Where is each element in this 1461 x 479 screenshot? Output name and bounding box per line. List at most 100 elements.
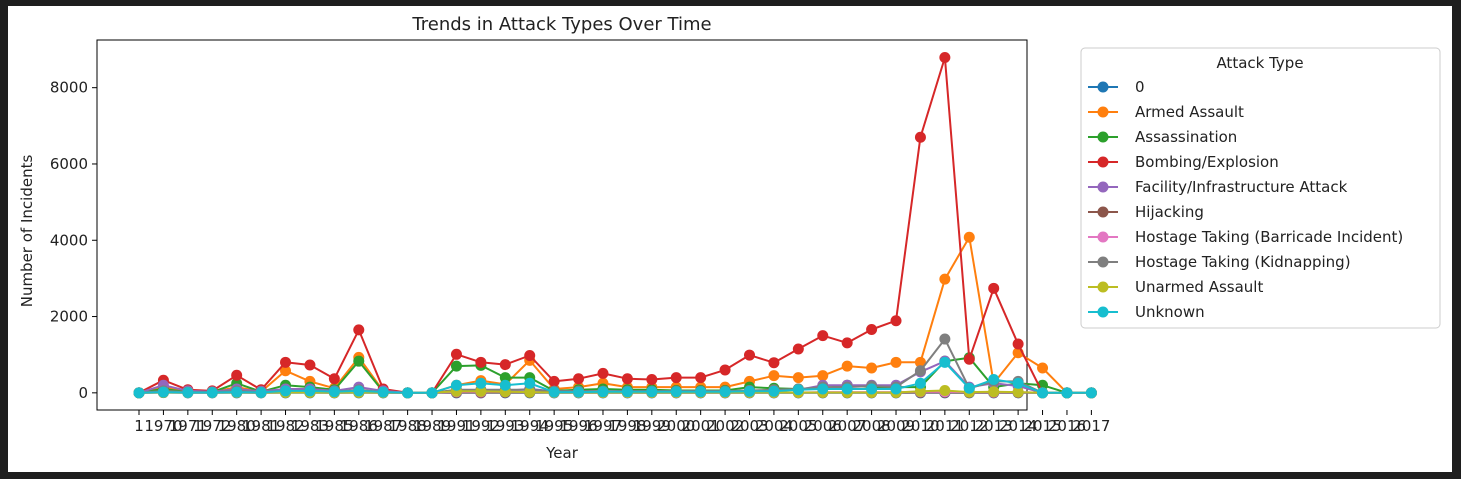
legend-label: Facility/Infrastructure Attack xyxy=(1135,178,1348,196)
legend-marker xyxy=(1097,256,1109,268)
data-point xyxy=(597,386,609,398)
data-point xyxy=(280,385,292,397)
x-tick-label: 1982 xyxy=(266,417,304,435)
x-tick-label: 2012 xyxy=(950,417,988,435)
x-tick-label: 1 xyxy=(134,417,144,435)
data-point xyxy=(914,365,926,377)
legend-item: Bombing/Explosion xyxy=(1088,153,1279,171)
legend-item: Unknown xyxy=(1088,303,1205,321)
data-point xyxy=(1012,377,1024,389)
data-point xyxy=(988,373,1000,385)
data-point xyxy=(1085,387,1097,399)
legend-marker xyxy=(1097,81,1109,93)
x-tick-label: 1994 xyxy=(511,417,549,435)
data-point xyxy=(328,373,340,385)
y-tick-label: 0 xyxy=(78,384,88,402)
data-point xyxy=(939,333,951,345)
x-tick-label: 1972 xyxy=(193,417,231,435)
y-tick-label: 2000 xyxy=(50,308,88,326)
x-tick-label: 1998 xyxy=(608,417,646,435)
x-tick-label: 1993 xyxy=(486,417,524,435)
x-tick-label: 2006 xyxy=(804,417,842,435)
series-unknown xyxy=(133,356,1097,399)
data-point xyxy=(939,52,951,64)
x-tick-label: 2004 xyxy=(755,417,793,435)
data-point xyxy=(548,375,560,387)
x-tick-label: 1995 xyxy=(535,417,573,435)
legend-label: Assassination xyxy=(1135,128,1237,146)
data-point xyxy=(280,365,292,377)
legend-label: 0 xyxy=(1135,78,1145,96)
y-axis-label: Number of Incidents xyxy=(18,155,36,308)
x-tick-label: 1987 xyxy=(364,417,402,435)
x-tick-label: 2017 xyxy=(1072,417,1110,435)
data-point xyxy=(939,385,951,397)
legend-item: Hostage Taking (Kidnapping) xyxy=(1088,253,1351,271)
y-axis: 0 2000 4000 6000 8000 xyxy=(50,79,97,402)
data-point xyxy=(719,364,731,376)
data-point xyxy=(866,362,878,374)
legend-marker xyxy=(1097,281,1109,293)
legend-label: Bombing/Explosion xyxy=(1135,153,1279,171)
data-point xyxy=(890,356,902,368)
data-point xyxy=(890,315,902,327)
data-point xyxy=(792,343,804,355)
data-point xyxy=(377,386,389,398)
legend-title: Attack Type xyxy=(1216,54,1303,72)
x-tick-label: 2002 xyxy=(706,417,744,435)
series-layer xyxy=(133,52,1097,399)
legend-box xyxy=(1080,47,1441,329)
data-point xyxy=(817,383,829,395)
legend-label: Unknown xyxy=(1135,303,1205,321)
data-point xyxy=(1012,386,1024,398)
x-tick-label: 1980 xyxy=(218,417,256,435)
data-point xyxy=(890,383,902,395)
legend-marker xyxy=(1097,131,1109,143)
x-tick-label: 2008 xyxy=(853,417,891,435)
data-point xyxy=(963,231,975,243)
legend-marker xyxy=(1097,181,1109,193)
data-point xyxy=(914,385,926,397)
data-point xyxy=(866,383,878,395)
data-point xyxy=(1012,338,1024,350)
y-tick-label: 6000 xyxy=(50,155,88,173)
x-tick-label: 2010 xyxy=(901,417,939,435)
data-point xyxy=(988,282,1000,294)
legend-item: Assassination xyxy=(1088,128,1237,146)
data-point xyxy=(475,377,487,389)
series-line xyxy=(138,356,1092,394)
data-point xyxy=(133,387,145,399)
x-tick-label: 2007 xyxy=(828,417,866,435)
x-tick-label: 2009 xyxy=(877,417,915,435)
legend-label: Unarmed Assault xyxy=(1135,278,1263,296)
x-tick-label: 1985 xyxy=(315,417,353,435)
data-point xyxy=(817,370,829,382)
data-point xyxy=(475,385,487,397)
data-point xyxy=(841,337,853,349)
data-point xyxy=(157,386,169,398)
data-point xyxy=(695,372,707,384)
legend-item: Hijacking xyxy=(1088,203,1204,221)
data-point xyxy=(328,386,340,398)
data-point xyxy=(939,356,951,368)
data-point xyxy=(621,386,633,398)
legend-label: Hostage Taking (Kidnapping) xyxy=(1135,253,1351,271)
legend: Attack Type 0 Armed Assault Assassination B… xyxy=(1080,47,1441,329)
data-point xyxy=(914,131,926,143)
x-tick-label: 1997 xyxy=(584,417,622,435)
data-point xyxy=(499,379,511,391)
x-tick-label: 2016 xyxy=(1048,417,1086,435)
line-chart: Trends in Attack Types Over Time 1 197019… xyxy=(18,14,1441,462)
data-point xyxy=(426,387,438,399)
data-point xyxy=(182,386,194,398)
data-point xyxy=(280,356,292,368)
data-point xyxy=(573,373,585,385)
data-point xyxy=(450,360,462,372)
data-point xyxy=(597,367,609,379)
data-point xyxy=(621,373,633,385)
legend-marker xyxy=(1097,106,1109,118)
x-tick-label: 1992 xyxy=(462,417,500,435)
data-point xyxy=(304,385,316,397)
data-point xyxy=(548,386,560,398)
x-tick-label: 1991 xyxy=(437,417,475,435)
